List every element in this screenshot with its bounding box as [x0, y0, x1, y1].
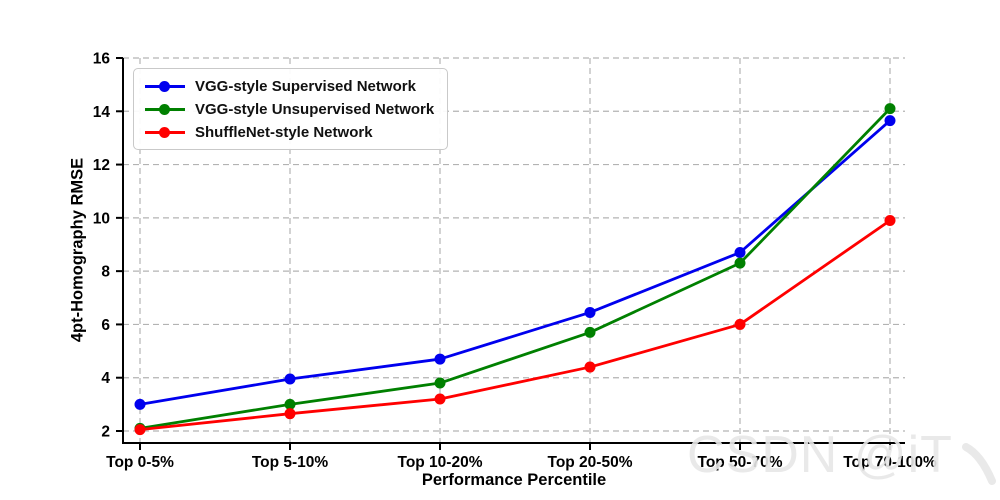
series-line	[139, 119, 891, 406]
legend-label: VGG-style Unsupervised Network	[195, 100, 435, 118]
legend-item: ShuffleNet-style Network	[145, 122, 434, 142]
data-point-marker	[734, 246, 746, 258]
x-tick-label: Top 5-10%	[252, 454, 329, 471]
data-point-marker	[584, 361, 596, 373]
x-tick-label: Top 10-20%	[398, 454, 483, 471]
data-point-marker	[134, 398, 146, 410]
legend: VGG-style Supervised Network VGG-style Un…	[133, 68, 449, 150]
data-point-marker	[734, 318, 746, 330]
data-point-marker	[884, 103, 896, 115]
data-point-marker	[434, 377, 446, 389]
x-tick-label: Top 20-50%	[548, 454, 633, 471]
x-tick-label: Top 50-70%	[698, 454, 783, 471]
x-tick-label: Top 0-5%	[106, 454, 174, 471]
legend-item: VGG-style Supervised Network	[145, 76, 434, 96]
x-tick-label: Top 70-100%	[843, 454, 937, 471]
series-line	[139, 219, 891, 432]
data-point-marker	[284, 408, 296, 420]
y-tick-label: 2	[101, 424, 110, 441]
y-tick-label: 8	[101, 264, 110, 281]
legend-label: ShuffleNet-style Network	[195, 123, 373, 141]
data-point-marker	[434, 393, 446, 405]
data-point-marker	[284, 373, 296, 385]
y-tick-label: 16	[93, 51, 111, 68]
data-point-marker	[134, 424, 146, 436]
legend-label: VGG-style Supervised Network	[195, 77, 416, 95]
y-tick-label: 10	[93, 210, 110, 227]
legend-marker-icon	[145, 126, 185, 138]
y-axis-label: 4pt-Homography RMSE	[68, 157, 87, 343]
y-tick-label: 12	[93, 157, 110, 174]
data-point-marker	[734, 257, 746, 269]
legend-marker-icon	[145, 80, 185, 92]
data-point-marker	[584, 306, 596, 318]
legend-item: VGG-style Unsupervised Network	[145, 99, 434, 119]
y-tick-label: 14	[93, 104, 111, 121]
data-point-marker	[584, 326, 596, 338]
data-point-marker	[884, 115, 896, 127]
y-tick-label: 4	[101, 370, 110, 387]
x-axis-label: Performance Percentile	[421, 471, 607, 489]
series-line	[139, 107, 892, 430]
data-point-marker	[434, 353, 446, 365]
data-point-marker	[284, 398, 296, 410]
legend-marker-icon	[145, 103, 185, 115]
data-point-marker	[884, 215, 896, 227]
y-tick-label: 6	[101, 317, 110, 334]
